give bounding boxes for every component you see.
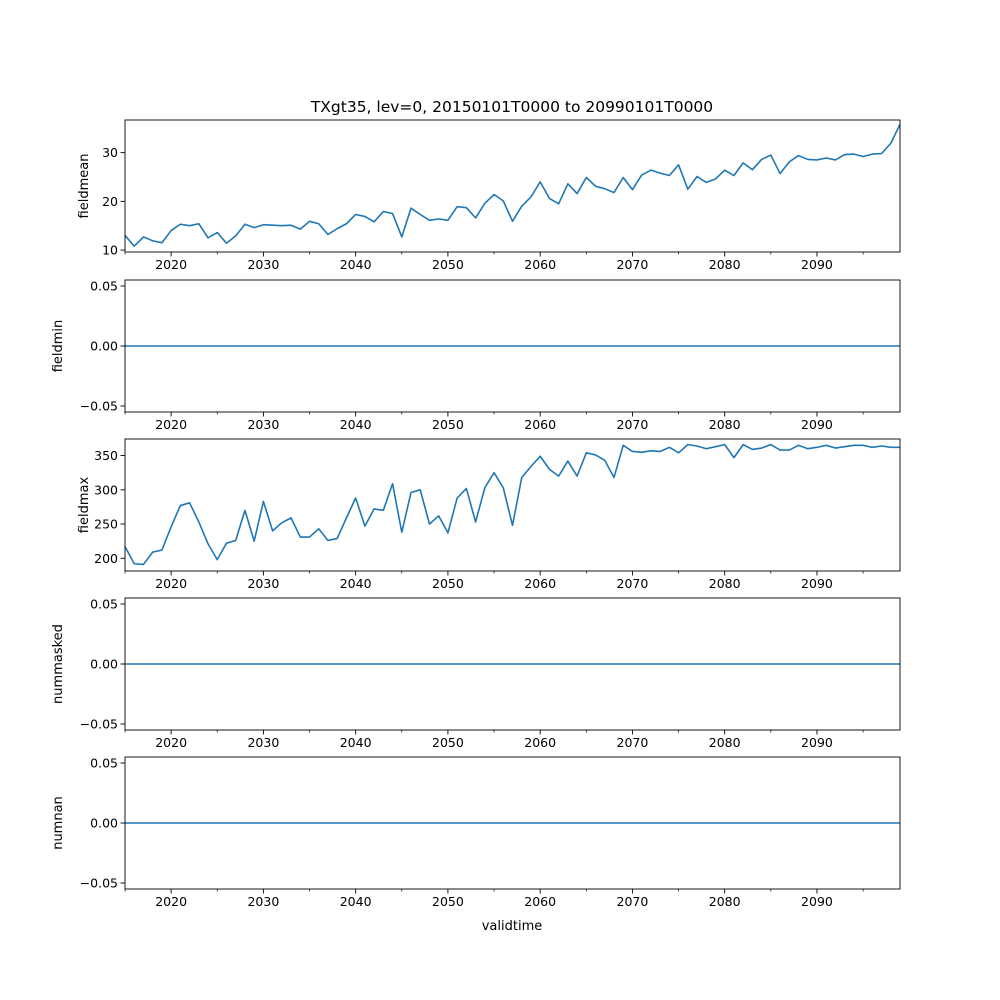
x-tick-label: 2060 [524,576,556,591]
y-tick-label: −0.05 [80,399,118,414]
y-tick-label: 0.00 [90,657,118,672]
x-tick-label: 2070 [617,894,649,909]
x-tick-label: 2070 [617,735,649,750]
x-tick-label: 2020 [155,894,187,909]
x-tick-label: 2040 [340,735,372,750]
series-line-fieldmax [124,443,900,566]
y-tick-label: 250 [94,517,118,532]
x-tick-label: 2080 [709,576,741,591]
subplot-stack: 2020 2030 2040 2050 2060 2070 2080 2090102030fi… [51,119,901,909]
x-tick-label: 2030 [247,417,279,432]
x-tick-label: 2040 [340,576,372,591]
x-tick-label: 2050 [432,576,464,591]
x-tick-label: 2060 [524,894,556,909]
y-axis-label-fieldmin: fieldmin [51,320,66,373]
x-tick-label: 2080 [709,894,741,909]
x-tick-label: 2020 [155,576,187,591]
y-tick-label: 0.05 [90,279,118,294]
x-tick-label: 2020 [155,735,187,750]
x-tick-label: 2040 [340,417,372,432]
x-tick-label: 2080 [709,417,741,432]
y-tick-label: 10 [102,243,118,258]
x-tick-label: 2030 [247,576,279,591]
x-tick-label: 2080 [709,735,741,750]
x-tick-label: 2050 [432,894,464,909]
y-tick-label: 0.05 [90,597,118,612]
subplot-nummasked: 2020 2030 2040 2050 2060 2070 2080 2090 −0.05 0.0… [51,597,901,750]
y-tick-label: 0.05 [90,756,118,771]
y-tick-label: 350 [94,448,118,463]
subplot-fieldmin: 2020 2030 2040 2050 2060 2070 2080 2090 −0.05 0.0… [51,279,901,432]
y-axis-label-numnan: numnan [51,796,66,850]
x-tick-label: 2020 [155,257,187,272]
x-tick-label: 2060 [524,257,556,272]
x-tick-label: 2070 [617,257,649,272]
x-tick-label: 2050 [432,257,464,272]
x-tick-label: 2090 [801,735,833,750]
y-tick-label: −0.05 [80,876,118,891]
y-tick-label: 20 [102,194,118,209]
x-tick-label: 2080 [709,257,741,272]
y-tick-label: −0.05 [80,717,118,732]
y-axis-label-fieldmean: fieldmean [77,154,92,219]
y-tick-label: 200 [94,551,118,566]
x-tick-label: 2050 [432,735,464,750]
y-tick-label: 0.00 [90,339,118,354]
x-tick-label: 2090 [801,894,833,909]
x-tick-label: 2090 [801,257,833,272]
series-line-fieldmean [124,124,901,247]
x-tick-label: 2070 [617,417,649,432]
y-axis-label-fieldmax: fieldmax [77,477,92,534]
subplot-numnan: 2020 2030 2040 2050 2060 2070 2080 2090 −0.05 0.0… [51,756,901,909]
y-axis-label-nummasked: nummasked [51,624,66,704]
x-tick-label: 2090 [801,417,833,432]
figure-title: TXgt35, lev=0, 20150101T0000 to 20990101… [310,98,713,116]
subplot-fieldmax: 2020 2030 2040 2050 2060 2070 2080 2090 200 250 30… [77,438,901,591]
x-tick-label: 2060 [524,417,556,432]
x-tick-label: 2050 [432,417,464,432]
x-tick-label: 2060 [524,735,556,750]
y-tick-label: 0.00 [90,816,118,831]
x-tick-label: 2030 [247,735,279,750]
x-tick-label: 2020 [155,417,187,432]
axes-frame-fieldmax [124,438,901,572]
x-tick-label: 2070 [617,576,649,591]
x-tick-label: 2040 [340,257,372,272]
x-tick-label: 2030 [247,257,279,272]
x-tick-label: 2090 [801,576,833,591]
x-axis-label: validtime [482,919,543,934]
x-tick-label: 2040 [340,894,372,909]
y-tick-label: 30 [102,145,118,160]
subplot-fieldmean: 2020 2030 2040 2050 2060 2070 2080 2090102030fi… [77,119,901,272]
y-tick-label: 300 [94,482,118,497]
axes-frame-fieldmean [124,119,901,253]
x-tick-label: 2030 [247,894,279,909]
